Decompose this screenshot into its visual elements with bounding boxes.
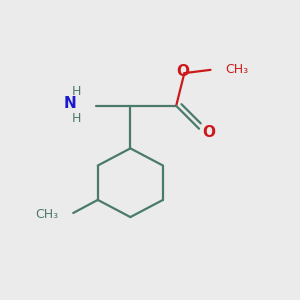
- Text: O: O: [176, 64, 189, 79]
- Text: H: H: [72, 85, 81, 98]
- Text: CH₃: CH₃: [225, 63, 248, 76]
- Text: CH₃: CH₃: [35, 208, 58, 221]
- Text: N: N: [64, 96, 76, 111]
- Text: O: O: [202, 124, 215, 140]
- Text: H: H: [72, 112, 81, 125]
